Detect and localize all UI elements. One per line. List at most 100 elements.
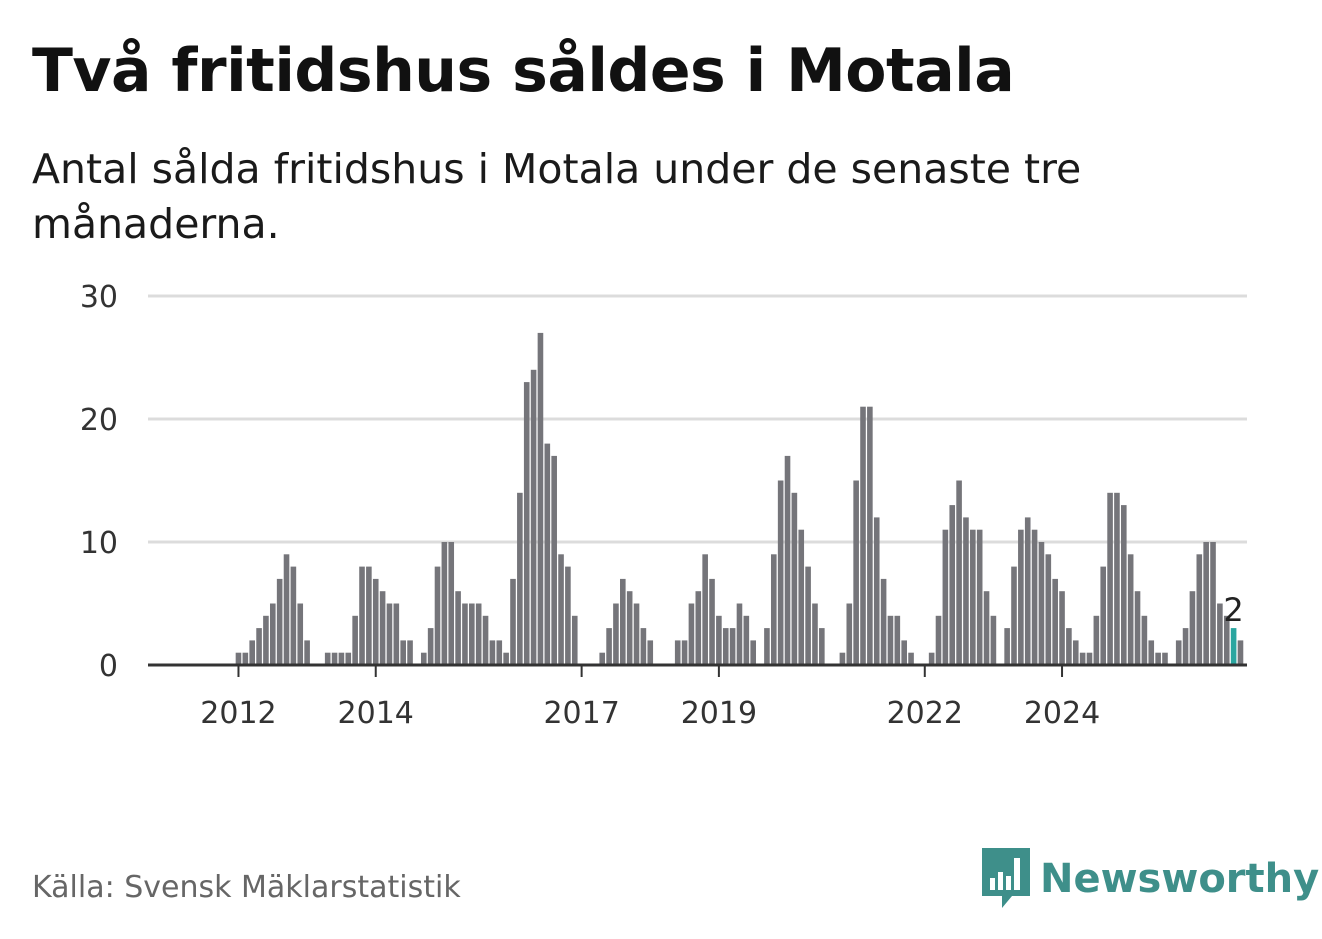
bar-chart-speech-bubble-icon [982, 848, 1030, 908]
bar [1223, 615, 1230, 665]
bar [970, 529, 976, 665]
bar [784, 455, 791, 665]
bar [1134, 591, 1141, 665]
brand-name: Newsworthy [1040, 856, 1320, 902]
bar [523, 382, 530, 665]
x-tick-label: 2022 [887, 696, 963, 731]
bar [427, 628, 434, 665]
bar [393, 603, 400, 665]
x-tick-label: 2012 [200, 696, 276, 731]
bar [1189, 591, 1196, 665]
bar [1217, 603, 1223, 665]
bar [256, 628, 262, 665]
bar [722, 628, 729, 665]
bar [496, 640, 503, 665]
bar [489, 640, 496, 665]
bar [983, 591, 990, 665]
bar [372, 578, 379, 665]
y-tick-label: 20 [80, 403, 118, 438]
bar [1011, 566, 1017, 665]
bar-latest [1230, 628, 1237, 665]
x-tick-label: 2017 [543, 696, 619, 731]
bar [736, 603, 743, 665]
x-tick-label: 2019 [681, 696, 757, 731]
bar [462, 603, 468, 665]
bar [379, 591, 386, 665]
bar [345, 652, 352, 665]
bar [1004, 628, 1010, 665]
bar [544, 443, 551, 665]
bar [530, 369, 537, 665]
bar [242, 652, 249, 665]
bar [386, 603, 393, 665]
bar [359, 566, 365, 665]
bar [942, 529, 949, 665]
bar [537, 332, 544, 665]
bar [606, 628, 612, 665]
x-axis [148, 663, 1247, 677]
bar [626, 591, 633, 665]
bar [805, 566, 811, 665]
bar [839, 652, 846, 665]
bar [276, 578, 283, 665]
bar [812, 603, 818, 665]
bar [400, 640, 406, 665]
bar [901, 640, 907, 665]
bar [873, 517, 880, 665]
bar [770, 554, 777, 665]
bar [819, 628, 825, 665]
bar [558, 554, 564, 665]
bar [640, 628, 647, 665]
bar [1072, 640, 1079, 665]
bar [956, 480, 962, 665]
bar [853, 480, 859, 665]
bar [674, 640, 681, 665]
bar [510, 578, 516, 665]
bar [743, 615, 750, 665]
bar [448, 542, 455, 665]
bar [1141, 615, 1148, 665]
bar [420, 652, 427, 665]
bar [990, 615, 997, 665]
bar [887, 615, 894, 665]
bar [352, 615, 358, 665]
bar [269, 603, 276, 665]
bar [935, 615, 942, 665]
bar [613, 603, 619, 665]
bar [764, 628, 770, 665]
bar [620, 578, 626, 665]
bar [908, 652, 914, 665]
bar [777, 480, 784, 665]
bar [324, 652, 331, 665]
bar [860, 406, 866, 665]
bar [1114, 492, 1120, 665]
bar [434, 566, 441, 665]
bar [1127, 554, 1134, 665]
bar [846, 603, 853, 665]
bar [647, 640, 654, 665]
bar [1031, 529, 1038, 665]
y-tick-label: 10 [80, 526, 118, 561]
bar [290, 566, 297, 665]
bar [297, 603, 304, 665]
chart-title: Två fritidshus såldes i Motala [32, 36, 1015, 106]
bar [729, 628, 736, 665]
bar [1066, 628, 1072, 665]
y-tick-label: 30 [80, 280, 118, 315]
bar [1052, 578, 1058, 665]
bar [1175, 640, 1182, 665]
bar [963, 517, 969, 665]
bar [571, 615, 578, 665]
bars [235, 332, 1244, 665]
bar [798, 529, 805, 665]
bar [894, 615, 901, 665]
bar [791, 492, 798, 665]
bar [441, 542, 448, 665]
bar [1059, 591, 1065, 665]
latest-value-label: 2 [1223, 591, 1243, 629]
chart-subtitle: Antal sålda fritidshus i Motala under de… [32, 145, 1082, 248]
bar [716, 615, 722, 665]
bar [681, 640, 688, 665]
bar [249, 640, 256, 665]
bar [695, 591, 702, 665]
